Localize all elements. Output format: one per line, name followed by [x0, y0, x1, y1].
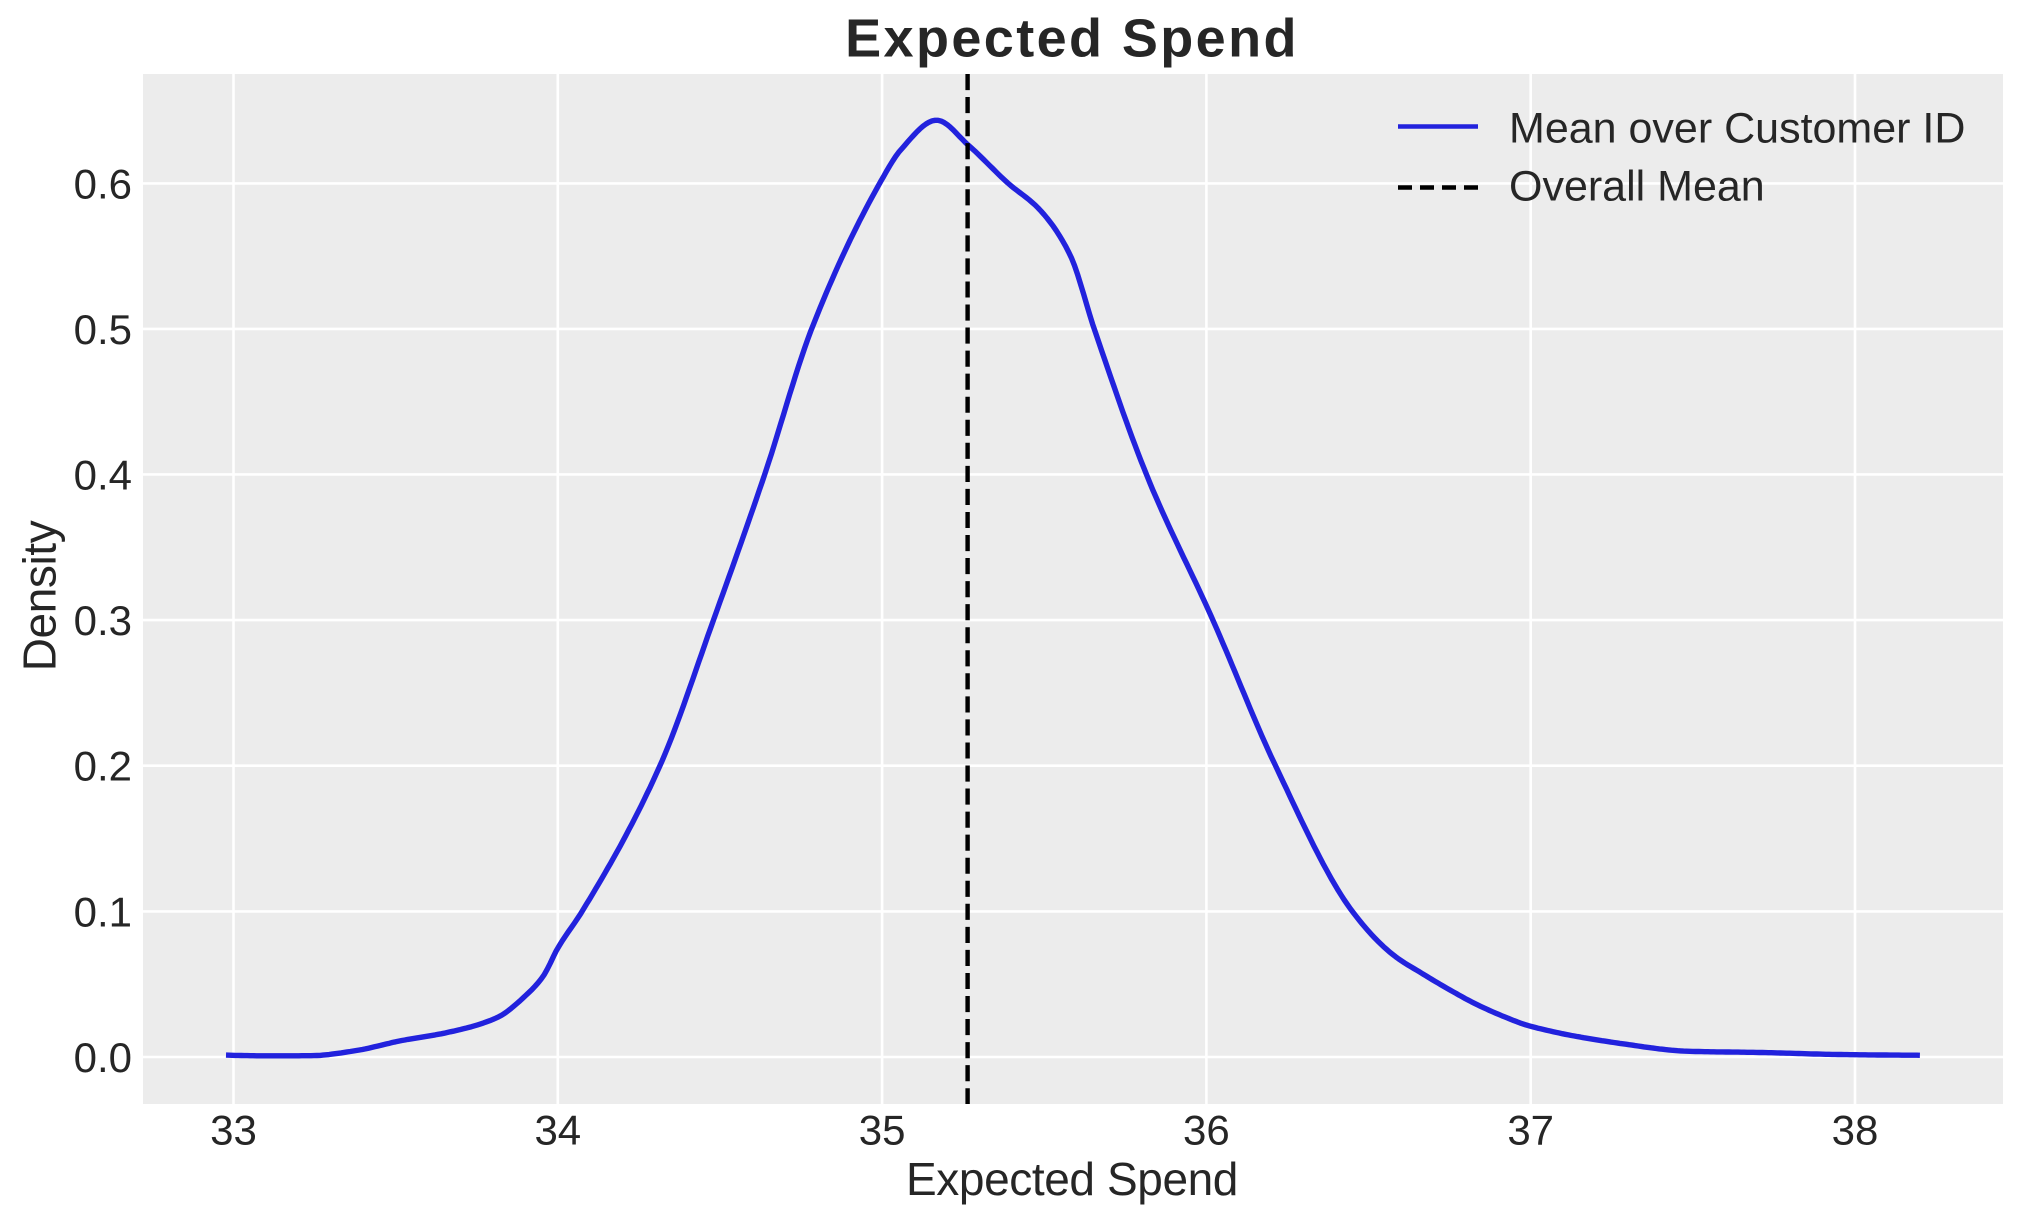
svg-text:38: 38: [1832, 1107, 1879, 1154]
svg-text:0.0: 0.0: [74, 1034, 132, 1081]
svg-text:0.1: 0.1: [74, 888, 132, 935]
svg-text:0.4: 0.4: [74, 451, 132, 498]
svg-text:Mean over Customer ID: Mean over Customer ID: [1509, 104, 1965, 152]
svg-text:34: 34: [534, 1107, 581, 1154]
svg-text:Expected Spend: Expected Spend: [845, 9, 1299, 69]
svg-text:Density: Density: [14, 520, 66, 671]
svg-text:Expected Spend: Expected Spend: [906, 1153, 1238, 1205]
svg-text:33: 33: [210, 1107, 257, 1154]
svg-text:0.3: 0.3: [74, 597, 132, 644]
svg-text:0.5: 0.5: [74, 306, 132, 353]
svg-text:0.2: 0.2: [74, 743, 132, 790]
svg-text:37: 37: [1507, 1107, 1554, 1154]
svg-text:35: 35: [859, 1107, 906, 1154]
svg-text:36: 36: [1183, 1107, 1230, 1154]
svg-text:Overall Mean: Overall Mean: [1509, 162, 1765, 210]
svg-text:0.6: 0.6: [74, 160, 132, 207]
